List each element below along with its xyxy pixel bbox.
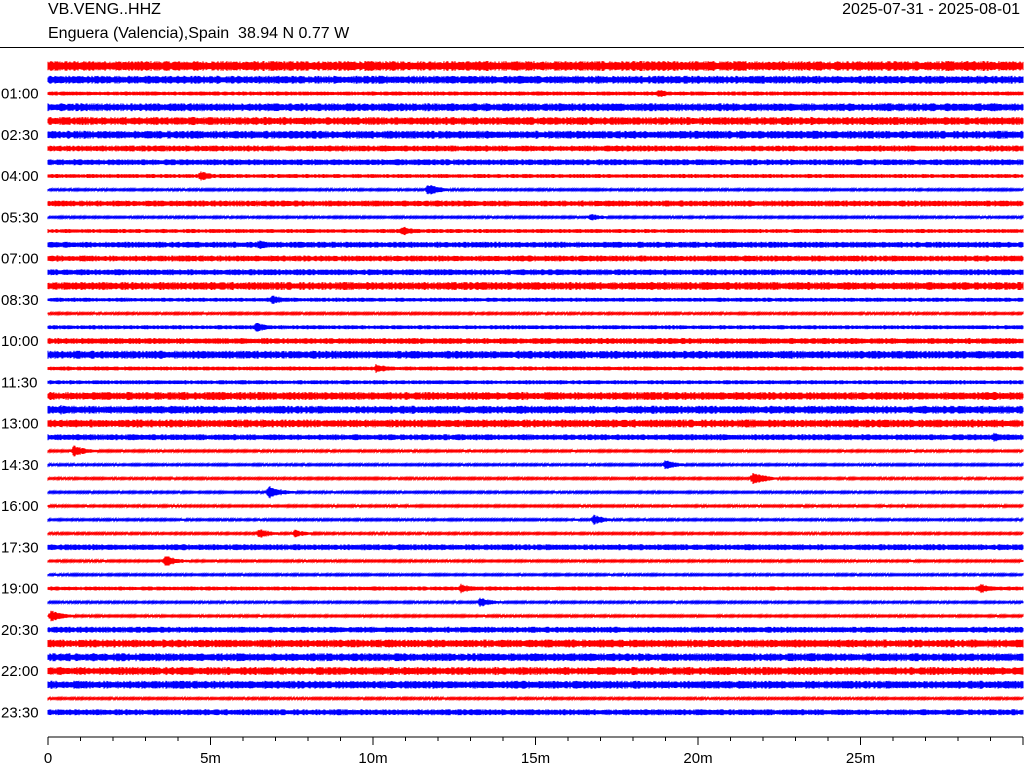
- trace-row-25: [47, 404, 1024, 415]
- trace-row-1: [47, 75, 1024, 84]
- trace-row-38: [47, 583, 1024, 594]
- trace-row-47: [47, 709, 1024, 716]
- trace-row-5: [47, 130, 1024, 139]
- trace-row-17: [47, 295, 1024, 304]
- hour-label: 01:00: [1, 86, 39, 103]
- hour-label: 04:00: [1, 168, 39, 185]
- seismogram-traces: [47, 60, 1024, 716]
- trace-row-13: [47, 240, 1024, 249]
- hour-label: 23:30: [1, 704, 39, 721]
- hour-label: 05:30: [1, 209, 39, 226]
- hour-label: 11:30: [1, 374, 37, 391]
- hour-label: 17:30: [1, 539, 39, 556]
- trace-row-28: [47, 445, 1024, 457]
- trace-row-32: [47, 503, 1024, 509]
- x-tick-label: 5m: [200, 750, 221, 767]
- trace-row-39: [47, 597, 1024, 607]
- trace-row-26: [47, 419, 1024, 428]
- trace-row-12: [47, 226, 1024, 236]
- hour-label: 16:00: [1, 498, 39, 515]
- hour-label: 14:30: [1, 457, 39, 474]
- trace-row-18: [47, 310, 1024, 317]
- trace-row-15: [47, 269, 1024, 276]
- trace-row-29: [47, 460, 1024, 470]
- trace-row-19: [47, 322, 1024, 332]
- trace-row-31: [47, 486, 1024, 499]
- trace-row-43: [47, 653, 1024, 662]
- hour-label: 20:30: [1, 622, 39, 639]
- trace-row-10: [47, 200, 1024, 207]
- header-divider: [0, 47, 1024, 48]
- trace-row-21: [47, 350, 1024, 359]
- hour-label: 08:30: [1, 292, 39, 309]
- trace-row-37: [47, 571, 1024, 578]
- trace-row-46: [47, 695, 1024, 702]
- hour-label: 19:00: [1, 581, 39, 598]
- hour-label: 22:00: [1, 663, 39, 680]
- station-location: Enguera (Valencia),Spain 38.94 N 0.77 W: [48, 25, 350, 42]
- trace-row-0: [47, 60, 1024, 72]
- trace-row-9: [47, 185, 1024, 195]
- trace-row-4: [47, 116, 1024, 126]
- trace-row-35: [47, 544, 1024, 551]
- hour-label: 07:00: [1, 251, 39, 268]
- trace-row-24: [47, 391, 1024, 401]
- x-tick-label: 25m: [846, 750, 875, 767]
- trace-row-36: [47, 556, 1024, 566]
- trace-row-7: [47, 159, 1024, 166]
- hour-labels: 01:00 02:30 04:00 05:30 07:00 08:30 10:00 11:30…: [1, 86, 39, 722]
- trace-row-34: [47, 529, 1024, 538]
- trace-row-30: [47, 472, 1024, 485]
- trace-row-14: [47, 255, 1024, 262]
- time-axis: 0 5m 10m 15m 20m 25m: [44, 736, 1024, 767]
- trace-row-23: [47, 380, 1024, 385]
- x-tick-label: 20m: [683, 750, 712, 767]
- trace-row-11: [47, 214, 1024, 221]
- trace-row-20: [47, 337, 1024, 345]
- trace-row-42: [47, 639, 1024, 648]
- hour-label: 10:00: [1, 333, 39, 350]
- trace-row-8: [47, 171, 1024, 181]
- trace-row-6: [47, 145, 1024, 152]
- x-tick-label: 0: [44, 750, 52, 767]
- trace-row-41: [47, 626, 1024, 633]
- trace-row-27: [47, 432, 1024, 442]
- hour-label: 02:30: [1, 127, 39, 144]
- station-code: VB.VENG..HHZ: [48, 1, 161, 18]
- hour-label: 13:00: [1, 416, 39, 433]
- trace-row-22: [47, 364, 1024, 373]
- x-tick-label: 10m: [358, 750, 387, 767]
- trace-row-2: [47, 90, 1024, 97]
- date-range: 2025-07-31 - 2025-08-01: [842, 1, 1020, 18]
- trace-row-40: [47, 610, 1024, 622]
- trace-row-45: [47, 680, 1024, 689]
- x-tick-label: 15m: [521, 750, 550, 767]
- trace-row-3: [47, 102, 1024, 112]
- trace-row-33: [47, 514, 1024, 525]
- trace-row-44: [47, 666, 1024, 676]
- trace-row-16: [47, 281, 1024, 291]
